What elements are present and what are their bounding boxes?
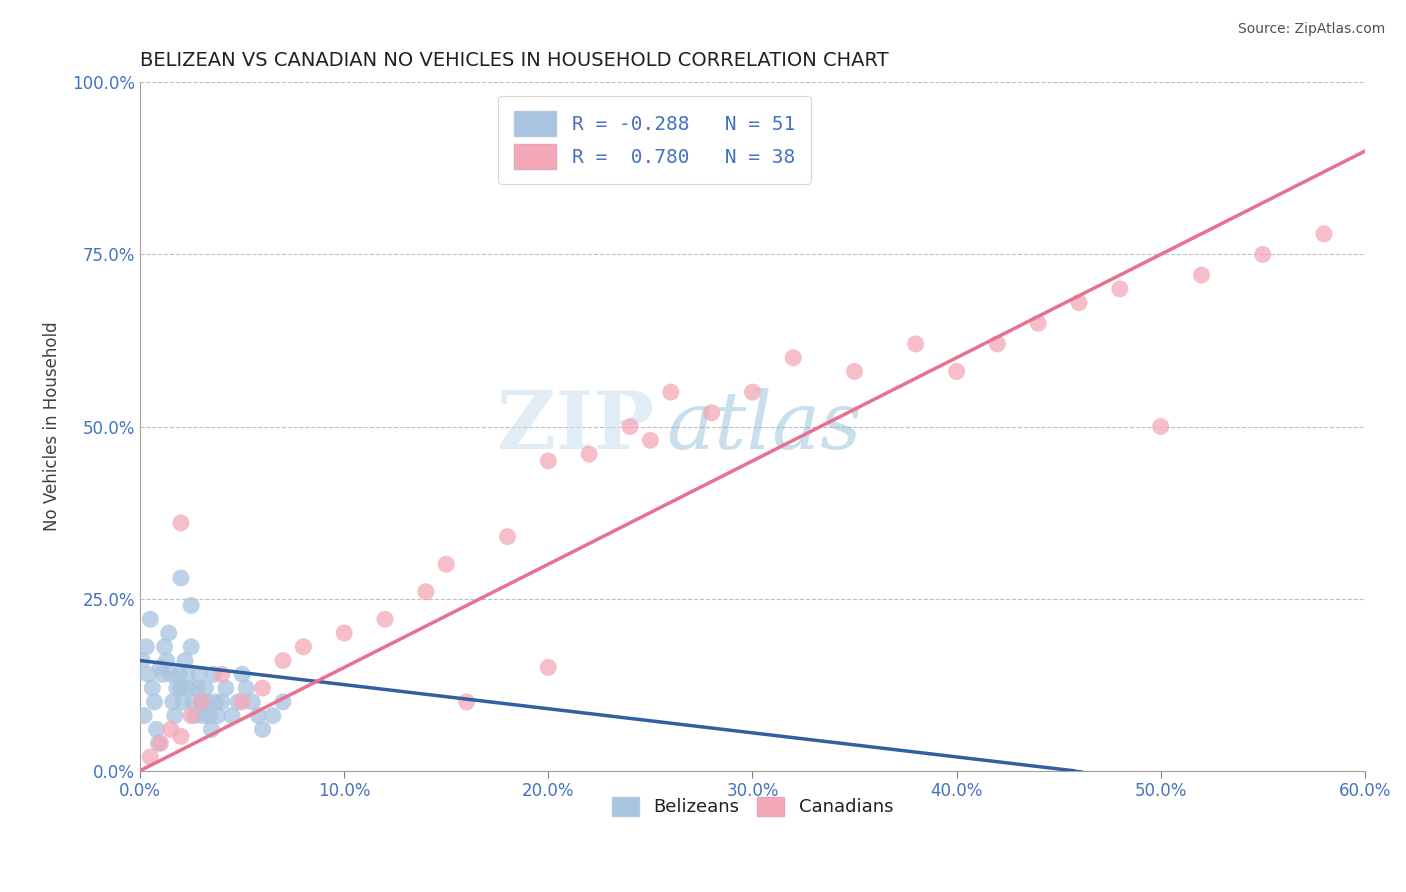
Point: [221, 708, 243, 723]
Point: [180, 599, 202, 613]
Point: [1067, 295, 1090, 310]
Point: [181, 695, 204, 709]
Point: [231, 667, 253, 681]
Y-axis label: No Vehicles in Household: No Vehicles in Household: [44, 322, 60, 532]
Point: [149, 660, 172, 674]
Point: [1150, 419, 1173, 434]
Point: [271, 654, 294, 668]
Point: [415, 584, 437, 599]
Point: [148, 736, 170, 750]
Point: [184, 708, 207, 723]
Point: [844, 364, 866, 378]
Point: [496, 530, 519, 544]
Point: [166, 681, 188, 695]
Point: [986, 337, 1008, 351]
Point: [190, 695, 212, 709]
Point: [174, 654, 197, 668]
Point: [145, 723, 167, 737]
Point: [176, 667, 198, 681]
Point: [141, 681, 163, 695]
Point: [139, 612, 162, 626]
Point: [231, 695, 253, 709]
Point: [131, 654, 153, 668]
Point: [945, 364, 967, 378]
Point: [700, 406, 723, 420]
Point: [1026, 316, 1049, 330]
Point: [659, 385, 682, 400]
Point: [167, 667, 190, 681]
Point: [152, 667, 174, 681]
Point: [1313, 227, 1336, 241]
Point: [180, 640, 202, 654]
Point: [226, 695, 249, 709]
Point: [292, 640, 315, 654]
Point: [537, 454, 560, 468]
Point: [456, 695, 478, 709]
Point: [235, 681, 257, 695]
Point: [134, 708, 156, 723]
Point: [197, 695, 219, 709]
Point: [170, 516, 193, 530]
Point: [434, 557, 457, 571]
Text: Source: ZipAtlas.com: Source: ZipAtlas.com: [1237, 22, 1385, 37]
Point: [156, 654, 179, 668]
Point: [202, 667, 225, 681]
Point: [162, 695, 184, 709]
Point: [149, 736, 172, 750]
Point: [135, 640, 157, 654]
Point: [262, 708, 284, 723]
Point: [1191, 268, 1213, 282]
Point: [640, 434, 662, 448]
Legend: Belizeans, Canadians: Belizeans, Canadians: [605, 789, 900, 823]
Point: [143, 695, 166, 709]
Point: [578, 447, 600, 461]
Point: [741, 385, 763, 400]
Point: [170, 729, 193, 743]
Point: [163, 708, 186, 723]
Point: [333, 626, 356, 640]
Point: [252, 681, 274, 695]
Point: [1108, 282, 1130, 296]
Point: [200, 723, 222, 737]
Point: [170, 571, 193, 585]
Point: [180, 708, 202, 723]
Point: [170, 681, 193, 695]
Point: [159, 667, 181, 681]
Point: [782, 351, 804, 365]
Point: [1251, 247, 1274, 261]
Point: [172, 695, 194, 709]
Point: [157, 626, 180, 640]
Point: [188, 667, 211, 681]
Point: [204, 695, 226, 709]
Point: [193, 708, 215, 723]
Point: [619, 419, 641, 434]
Point: [194, 681, 217, 695]
Point: [190, 695, 212, 709]
Point: [186, 681, 208, 695]
Point: [537, 660, 560, 674]
Point: [252, 723, 274, 737]
Point: [215, 681, 238, 695]
Text: atlas: atlas: [666, 388, 862, 466]
Point: [136, 667, 159, 681]
Point: [374, 612, 396, 626]
Point: [240, 695, 263, 709]
Point: [207, 708, 229, 723]
Point: [153, 640, 176, 654]
Text: BELIZEAN VS CANADIAN NO VEHICLES IN HOUSEHOLD CORRELATION CHART: BELIZEAN VS CANADIAN NO VEHICLES IN HOUS…: [141, 51, 889, 70]
Text: ZIP: ZIP: [498, 387, 654, 466]
Point: [139, 750, 162, 764]
Point: [198, 708, 221, 723]
Point: [271, 695, 294, 709]
Point: [904, 337, 927, 351]
Point: [211, 667, 233, 681]
Point: [159, 723, 181, 737]
Point: [211, 695, 233, 709]
Point: [177, 681, 200, 695]
Point: [247, 708, 270, 723]
